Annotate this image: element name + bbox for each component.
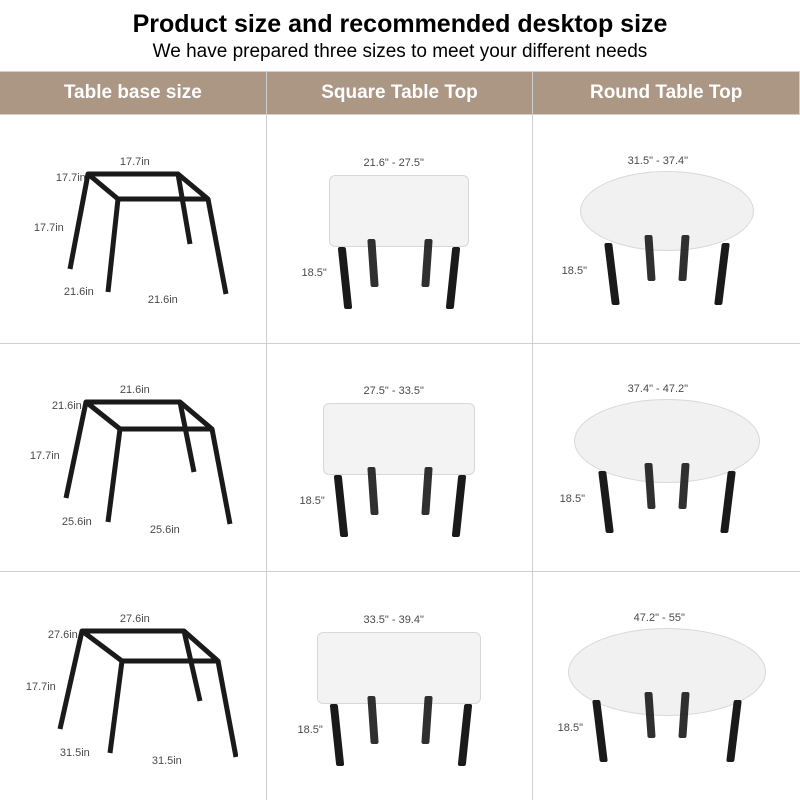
dim-h: 17.7in: [26, 681, 56, 693]
cell-round-3: 47.2" - 55" 18.5": [533, 571, 800, 800]
dim-height: 18.5": [562, 265, 587, 277]
dim-top-w: 21.6in: [120, 384, 150, 396]
dim-bot-d: 21.6in: [64, 286, 94, 298]
col-header-round: Round Table Top: [533, 72, 800, 114]
dim-height: 18.5": [560, 493, 585, 505]
base-frame-icon: 21.6in 21.6in 17.7in 25.6in 25.6in: [28, 372, 238, 542]
dim-top-d: 17.7in: [56, 172, 86, 184]
dim-height: 18.5": [558, 722, 583, 734]
dim-width: 37.4" - 47.2": [628, 383, 688, 395]
square-table-icon: 21.6" - 27.5" 18.5": [299, 149, 499, 309]
square-table-icon: 33.5" - 39.4" 18.5": [299, 606, 499, 766]
cell-square-3: 33.5" - 39.4" 18.5": [267, 571, 534, 800]
col-header-square: Square Table Top: [267, 72, 534, 114]
dim-height: 18.5": [299, 495, 324, 507]
cell-square-2: 27.5" - 33.5" 18.5": [267, 343, 534, 572]
cell-base-3: 27.6in 27.6in 17.7in 31.5in 31.5in: [0, 571, 267, 800]
round-table-icon: 31.5" - 37.4" 18.5": [562, 149, 772, 309]
base-frame-icon: 17.7in 17.7in 17.7in 21.6in 21.6in: [28, 144, 238, 314]
dim-bot-d: 25.6in: [62, 516, 92, 528]
dim-h: 17.7in: [34, 222, 64, 234]
dim-bot-w: 21.6in: [148, 294, 178, 306]
base-frame-icon: 27.6in 27.6in 17.7in 31.5in 31.5in: [28, 601, 238, 771]
dim-width: 47.2" - 55": [634, 612, 685, 624]
dim-top-w: 17.7in: [120, 156, 150, 168]
size-grid: Table base size Square Table Top Round T…: [0, 71, 800, 800]
dim-bot-w: 31.5in: [152, 755, 182, 767]
dim-width: 33.5" - 39.4": [363, 614, 423, 626]
dim-width: 27.5" - 33.5": [363, 385, 423, 397]
round-table-icon: 37.4" - 47.2" 18.5": [562, 377, 772, 537]
dim-width: 21.6" - 27.5": [363, 157, 423, 169]
col-header-base: Table base size: [0, 72, 267, 114]
dim-width: 31.5" - 37.4": [628, 155, 688, 167]
page-title: Product size and recommended desktop siz…: [8, 10, 792, 39]
dim-top-d: 27.6in: [48, 629, 78, 641]
dim-bot-w: 25.6in: [150, 524, 180, 536]
round-table-icon: 47.2" - 55" 18.5": [562, 606, 772, 766]
dim-top-d: 21.6in: [52, 400, 82, 412]
dim-top-w: 27.6in: [120, 613, 150, 625]
infographic: Product size and recommended desktop siz…: [0, 0, 800, 800]
cell-round-1: 31.5" - 37.4" 18.5": [533, 114, 800, 343]
dim-bot-d: 31.5in: [60, 747, 90, 759]
dim-h: 17.7in: [30, 450, 60, 462]
dim-height: 18.5": [301, 267, 326, 279]
square-table-icon: 27.5" - 33.5" 18.5": [299, 377, 499, 537]
cell-base-1: 17.7in 17.7in 17.7in 21.6in 21.6in: [0, 114, 267, 343]
dim-height: 18.5": [297, 724, 322, 736]
cell-round-2: 37.4" - 47.2" 18.5": [533, 343, 800, 572]
title-bar: Product size and recommended desktop siz…: [0, 0, 800, 71]
page-subtitle: We have prepared three sizes to meet you…: [8, 41, 792, 63]
cell-square-1: 21.6" - 27.5" 18.5": [267, 114, 534, 343]
cell-base-2: 21.6in 21.6in 17.7in 25.6in 25.6in: [0, 343, 267, 572]
